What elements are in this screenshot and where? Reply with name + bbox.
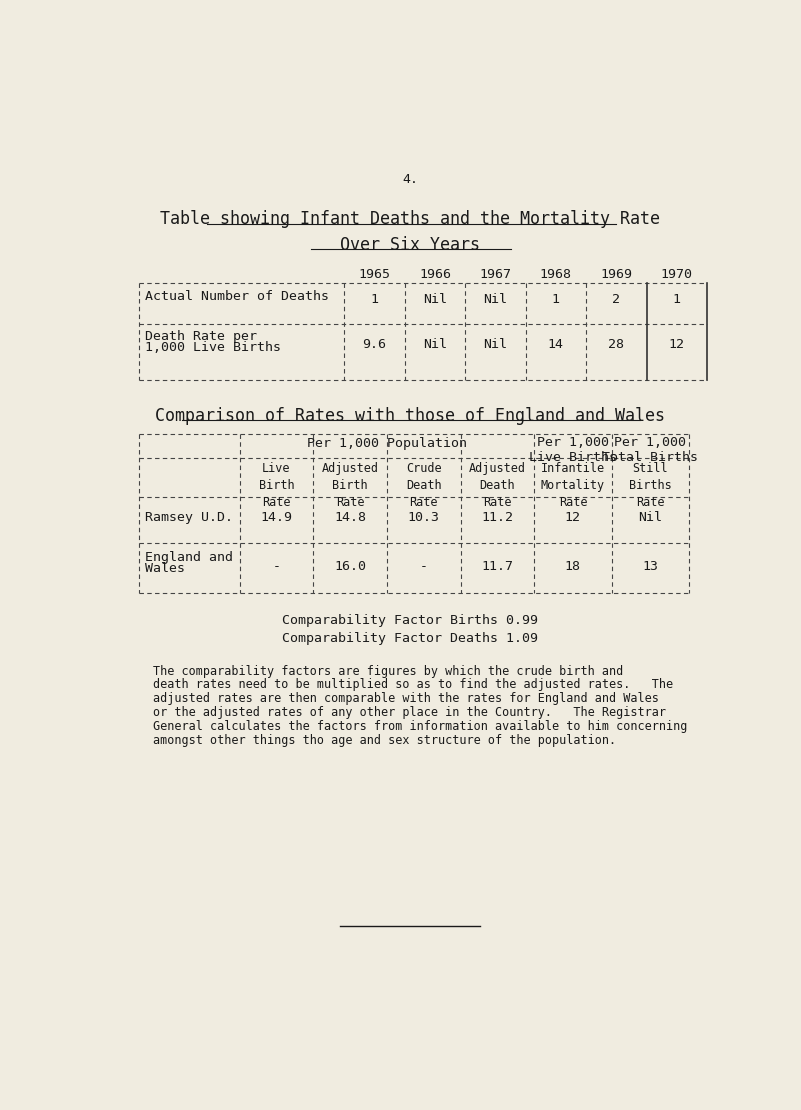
Text: adjusted rates are then comparable with the rates for England and Wales: adjusted rates are then comparable with … (153, 693, 658, 705)
Text: Comparability Factor Deaths 1.09: Comparability Factor Deaths 1.09 (282, 633, 538, 645)
Text: 11.2: 11.2 (481, 511, 513, 524)
Text: Comparability Factor Births 0.99: Comparability Factor Births 0.99 (282, 615, 538, 627)
Text: England and: England and (145, 551, 233, 564)
Text: Nil: Nil (638, 511, 662, 524)
Text: Infantile
Mortality
Rate: Infantile Mortality Rate (541, 462, 605, 509)
Text: Wales: Wales (145, 562, 185, 575)
Text: 16.0: 16.0 (334, 559, 366, 573)
Text: 1: 1 (673, 293, 681, 305)
Text: or the adjusted rates of any other place in the Country.   The Registrar: or the adjusted rates of any other place… (153, 706, 666, 719)
Text: 4.: 4. (402, 173, 418, 186)
Text: General calculates the factors from information available to him concerning: General calculates the factors from info… (153, 720, 687, 733)
Text: 9.6: 9.6 (363, 339, 386, 351)
Text: 1967: 1967 (479, 268, 511, 281)
Text: 1,000 Live Births: 1,000 Live Births (145, 341, 281, 354)
Text: 1968: 1968 (540, 268, 572, 281)
Text: 14.9: 14.9 (260, 511, 292, 524)
Text: -: - (272, 559, 280, 573)
Text: 1: 1 (371, 293, 379, 305)
Text: Nil: Nil (483, 339, 507, 351)
Text: Actual Number of Deaths: Actual Number of Deaths (145, 290, 329, 303)
Text: 10.3: 10.3 (408, 511, 440, 524)
Text: Per 1,000
Total Births: Per 1,000 Total Births (602, 436, 698, 464)
Text: Nil: Nil (483, 293, 507, 305)
Text: amongst other things tho age and sex structure of the population.: amongst other things tho age and sex str… (153, 734, 616, 747)
Text: Adjusted
Birth
Rate: Adjusted Birth Rate (321, 462, 379, 509)
Text: Nil: Nil (423, 293, 447, 305)
Text: 1966: 1966 (419, 268, 451, 281)
Text: 2: 2 (612, 293, 620, 305)
Text: 1965: 1965 (359, 268, 390, 281)
Text: 1: 1 (552, 293, 560, 305)
Text: Death Rate per: Death Rate per (145, 331, 257, 343)
Text: Comparison of Rates with those of England and Wales: Comparison of Rates with those of Englan… (155, 406, 665, 424)
Text: 28: 28 (608, 339, 624, 351)
Text: 11.7: 11.7 (481, 559, 513, 573)
Text: Adjusted
Death
Rate: Adjusted Death Rate (469, 462, 525, 509)
Text: 1969: 1969 (600, 268, 632, 281)
Text: 14: 14 (548, 339, 564, 351)
Text: Per 1,000 Population: Per 1,000 Population (307, 437, 467, 451)
Text: Still
Births
Rate: Still Births Rate (629, 462, 672, 509)
Text: The comparability factors are figures by which the crude birth and: The comparability factors are figures by… (153, 665, 623, 677)
Text: 1970: 1970 (661, 268, 693, 281)
Text: Per 1,000
Live Births: Per 1,000 Live Births (529, 436, 617, 464)
Text: death rates need to be multiplied so as to find the adjusted rates.   The: death rates need to be multiplied so as … (153, 678, 673, 692)
Text: 14.8: 14.8 (334, 511, 366, 524)
Text: Live
Birth
Rate: Live Birth Rate (259, 462, 294, 509)
Text: Nil: Nil (423, 339, 447, 351)
Text: Ramsey U.D.: Ramsey U.D. (145, 511, 233, 524)
Text: 18: 18 (565, 559, 581, 573)
Text: Over Six Years: Over Six Years (340, 235, 480, 253)
Text: 13: 13 (642, 559, 658, 573)
Text: 12: 12 (669, 339, 685, 351)
Text: Table showing Infant Deaths and the Mortality Rate: Table showing Infant Deaths and the Mort… (160, 210, 660, 229)
Text: -: - (420, 559, 428, 573)
Text: Crude
Death
Rate: Crude Death Rate (406, 462, 441, 509)
Text: 12: 12 (565, 511, 581, 524)
